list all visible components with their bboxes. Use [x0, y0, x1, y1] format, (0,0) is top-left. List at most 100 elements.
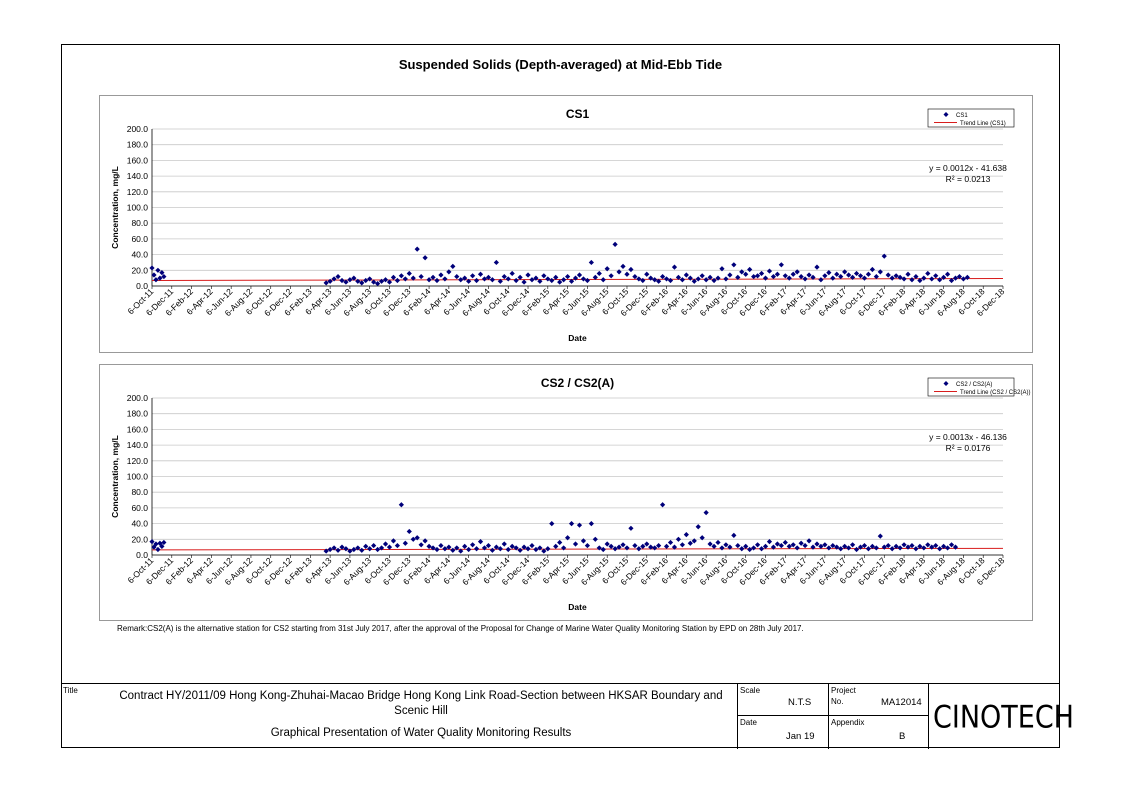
- data-point: [422, 255, 428, 261]
- data-point: [814, 541, 820, 547]
- data-point: [905, 271, 911, 277]
- data-point: [806, 538, 812, 544]
- data-point: [418, 542, 424, 548]
- data-point: [842, 269, 848, 275]
- cinotech-logo: CINOTECH: [933, 700, 1074, 736]
- data-point: [576, 522, 583, 528]
- data-point: [683, 272, 689, 278]
- data-point: [414, 246, 420, 252]
- data-point: [656, 542, 662, 549]
- data-point: [327, 278, 333, 284]
- data-point: [466, 546, 472, 553]
- y-tick-label: 20.0: [131, 265, 148, 275]
- y-tick-label: 140.0: [127, 171, 149, 181]
- divider: [737, 684, 738, 749]
- divider: [737, 715, 928, 716]
- data-point: [406, 270, 412, 277]
- data-point: [711, 277, 717, 284]
- data-point: [849, 274, 856, 280]
- title-label: Title: [63, 686, 78, 695]
- legend-marker-series: [943, 381, 949, 386]
- trend-equation: y = 0.0013x - 46.136: [929, 432, 1007, 442]
- data-point: [877, 269, 883, 275]
- data-point: [489, 547, 495, 553]
- data-point: [608, 273, 614, 279]
- data-point: [790, 271, 796, 277]
- data-point: [414, 535, 420, 541]
- data-point: [462, 543, 468, 549]
- data-point: [477, 539, 484, 545]
- data-point: [335, 547, 341, 553]
- data-point: [477, 271, 484, 277]
- data-point: [766, 268, 773, 274]
- data-point: [747, 266, 753, 273]
- data-point: [398, 502, 404, 508]
- legend-label-series: CS1: [956, 113, 968, 119]
- project-label: Project: [831, 686, 856, 695]
- data-point: [624, 545, 630, 551]
- data-point: [897, 274, 903, 280]
- data-point: [561, 545, 567, 551]
- data-point: [640, 277, 646, 284]
- data-point: [925, 270, 931, 277]
- data-point: [695, 276, 701, 282]
- data-point: [818, 543, 824, 549]
- data-point: [762, 543, 769, 549]
- data-point: [553, 543, 559, 549]
- data-point: [948, 542, 955, 548]
- data-point: [901, 276, 907, 282]
- data-point: [509, 270, 515, 277]
- data-point: [663, 543, 670, 549]
- y-tick-label: 200.0: [127, 393, 149, 403]
- data-point: [723, 276, 729, 282]
- data-point: [846, 545, 852, 551]
- data-point: [865, 271, 872, 277]
- data-point: [505, 276, 511, 282]
- data-point: [628, 266, 634, 273]
- y-tick-label: 120.0: [127, 456, 149, 466]
- data-point: [754, 273, 761, 279]
- data-point: [644, 541, 650, 547]
- data-point: [390, 538, 397, 544]
- data-point: [869, 266, 875, 273]
- y-tick-label: 40.0: [131, 250, 148, 260]
- data-point: [786, 275, 792, 281]
- y-tick-label: 0.0: [136, 550, 148, 560]
- data-point: [600, 546, 606, 553]
- data-point: [853, 270, 860, 277]
- r-squared: R² = 0.0176: [946, 443, 991, 453]
- data-point: [149, 539, 155, 545]
- y-axis-label: Concentration, mg/L: [110, 435, 120, 518]
- data-point: [568, 521, 575, 527]
- data-point: [335, 273, 341, 280]
- appendix-label: Appendix: [831, 718, 865, 727]
- data-point: [161, 539, 167, 546]
- data-point: [375, 546, 381, 553]
- y-tick-label: 100.0: [127, 203, 149, 213]
- data-point: [367, 546, 373, 552]
- legend: CS1 Trend Line (CS1): [927, 108, 1015, 128]
- data-point: [679, 277, 685, 283]
- data-point: [565, 535, 571, 541]
- data-point: [327, 546, 333, 553]
- data-point: [473, 277, 480, 284]
- data-point: [430, 274, 436, 280]
- data-point: [814, 264, 820, 270]
- data-point: [719, 545, 725, 551]
- data-point: [406, 528, 412, 535]
- y-tick-label: 180.0: [127, 140, 149, 150]
- legend-label-trend: Trend Line (CS1): [960, 121, 1006, 127]
- data-point: [715, 539, 721, 546]
- data-point: [679, 542, 685, 548]
- data-point: [426, 277, 432, 283]
- data-point: [893, 543, 899, 549]
- data-point: [941, 543, 947, 549]
- data-point: [592, 274, 598, 280]
- data-point: [747, 546, 753, 553]
- data-point: [418, 273, 424, 280]
- data-point: [410, 275, 416, 281]
- y-tick-label: 120.0: [127, 187, 149, 197]
- data-point: [390, 274, 397, 280]
- data-point: [944, 271, 951, 277]
- data-point: [386, 279, 393, 285]
